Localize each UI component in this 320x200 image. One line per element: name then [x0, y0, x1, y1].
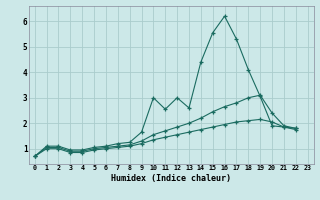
X-axis label: Humidex (Indice chaleur): Humidex (Indice chaleur): [111, 174, 231, 183]
